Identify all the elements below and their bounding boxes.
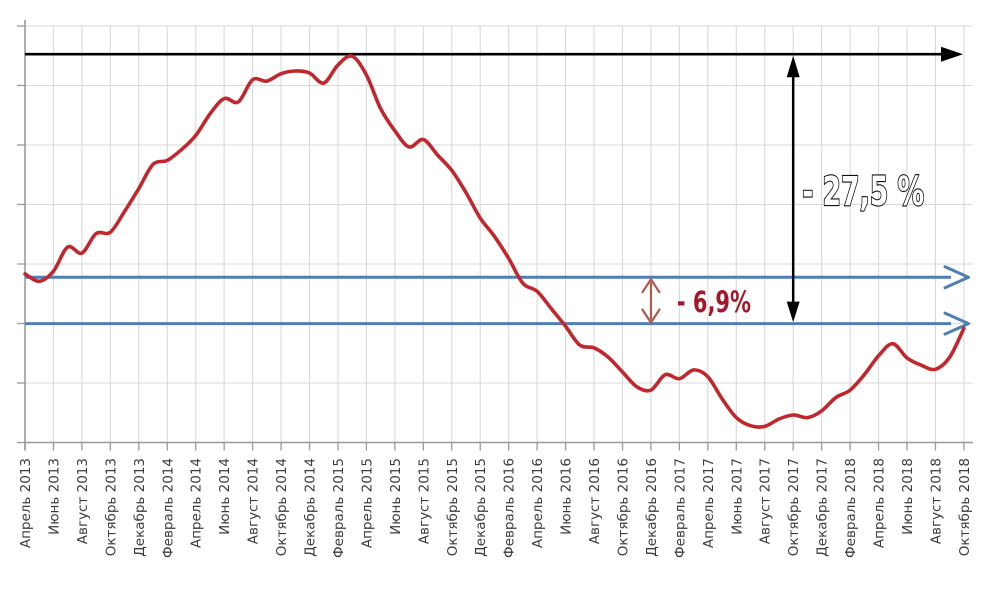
x-tick-label: Февраль 2014 [160, 458, 176, 558]
brown-up-arrowhead-icon [641, 277, 661, 294]
x-tick-label: Июнь 2015 [388, 458, 404, 535]
x-tick-label: Апрель 2017 [701, 458, 717, 548]
black-up-arrowhead-icon [786, 55, 800, 78]
x-tick-label: Август 2016 [587, 458, 603, 544]
brown-down-arrowhead-icon [641, 308, 661, 325]
x-tick-label: Декабрь 2015 [473, 458, 489, 557]
blue-arrowhead-icon [943, 265, 970, 290]
data-line-series [23, 54, 966, 429]
total-drop-label: - 27,5 % [802, 169, 924, 215]
x-tick-label: Апрель 2018 [872, 458, 888, 548]
black-arrowhead-icon [941, 46, 963, 62]
x-tick-label: Февраль 2016 [502, 458, 518, 558]
x-tick-label: Октябрь 2018 [957, 458, 973, 556]
x-tick-label: Октябрь 2017 [786, 458, 802, 556]
x-tick-labels: Апрель 2013 Июнь 2013 Август 2013 Октябрь 2… [18, 458, 973, 558]
recent-drop-arrow [641, 277, 661, 325]
x-tick-label: Декабрь 2016 [644, 458, 660, 557]
x-tick-label: Декабрь 2013 [132, 458, 148, 557]
x-tick-label: Апрель 2015 [359, 458, 375, 548]
blue-arrowhead-icon [943, 311, 970, 336]
x-tick-label: Февраль 2015 [331, 458, 347, 558]
axes [17, 20, 973, 451]
x-tick-label: Апрель 2016 [530, 458, 546, 548]
x-tick-label: Август 2014 [246, 458, 262, 544]
x-tick-label: Август 2018 [928, 458, 944, 544]
x-tick-label: Октябрь 2013 [103, 458, 119, 556]
x-tick-label: Февраль 2018 [843, 458, 859, 558]
x-tick-label: Октябрь 2014 [274, 458, 290, 556]
x-tick-label: Октябрь 2016 [616, 458, 632, 556]
x-tick-label: Декабрь 2017 [815, 458, 831, 557]
x-tick-label: Август 2017 [758, 458, 774, 544]
black-down-arrowhead-icon [786, 301, 800, 323]
x-tick-label: Август 2015 [416, 458, 432, 544]
x-tick-label: Февраль 2017 [672, 458, 688, 558]
recent-drop-label: - 6,9% [677, 285, 751, 319]
level-arrows [25, 265, 970, 336]
x-tick-label: Июнь 2013 [47, 458, 63, 535]
x-tick-label: Июнь 2018 [900, 458, 916, 535]
total-drop-arrow [786, 55, 800, 323]
x-tick-label: Октябрь 2015 [445, 458, 461, 556]
x-tick-label: Июнь 2014 [217, 458, 233, 535]
x-tick-label: Июнь 2016 [559, 458, 575, 535]
peak-line-arrow [25, 46, 963, 62]
x-tick-label: Июнь 2017 [729, 458, 745, 535]
x-tick-label: Август 2013 [75, 458, 91, 544]
grid [25, 25, 973, 443]
x-tick-label: Апрель 2014 [189, 458, 205, 548]
x-tick-label: Декабрь 2014 [303, 458, 319, 557]
x-tick-label: Апрель 2013 [18, 458, 34, 548]
